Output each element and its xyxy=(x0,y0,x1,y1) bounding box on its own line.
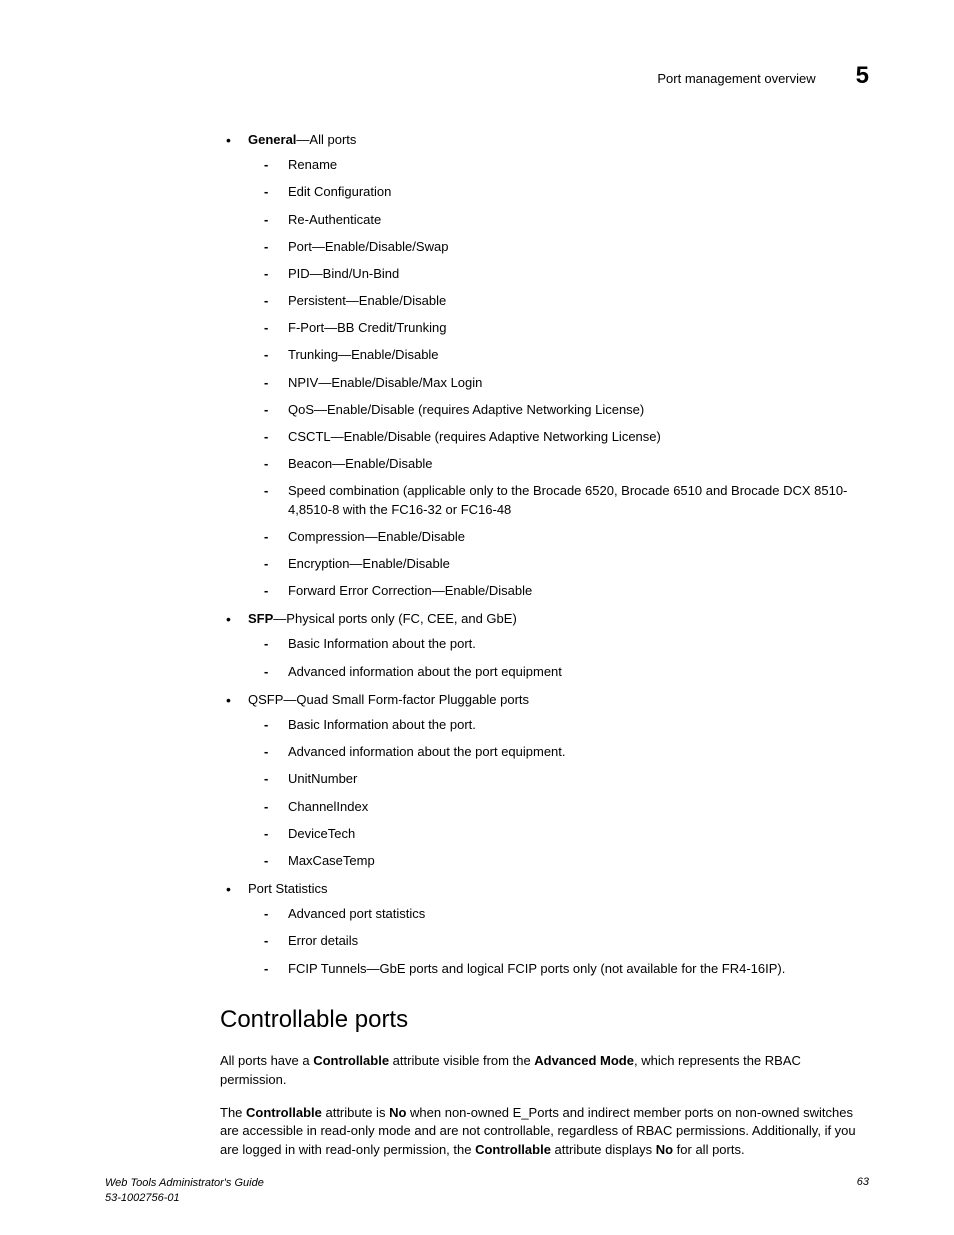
list-item: Beacon—Enable/Disable xyxy=(288,455,869,473)
text-bold: No xyxy=(389,1105,406,1120)
qsfp-sublist: Basic Information about the port. Advanc… xyxy=(248,716,869,870)
list-item: DeviceTech xyxy=(288,825,869,843)
list-item: Basic Information about the port. xyxy=(288,635,869,653)
text-run: attribute visible from the xyxy=(389,1053,534,1068)
list-item: Forward Error Correction—Enable/Disable xyxy=(288,582,869,600)
list-item: NPIV—Enable/Disable/Max Login xyxy=(288,374,869,392)
list-item: Persistent—Enable/Disable xyxy=(288,292,869,310)
footer-doc-number: 53-1002756-01 xyxy=(105,1191,264,1205)
text-run: All ports have a xyxy=(220,1053,313,1068)
list-item: CSCTL—Enable/Disable (requires Adaptive … xyxy=(288,428,869,446)
text-bold: No xyxy=(656,1142,673,1157)
bullet-sfp: SFP—Physical ports only (FC, CEE, and Gb… xyxy=(248,609,869,681)
text-bold: Controllable xyxy=(313,1053,389,1068)
footer-left: Web Tools Administrator's Guide 53-10027… xyxy=(105,1176,264,1205)
footer-guide-title: Web Tools Administrator's Guide xyxy=(105,1176,264,1190)
portstats-sublist: Advanced port statistics Error details F… xyxy=(248,905,869,978)
list-item: Advanced port statistics xyxy=(288,905,869,923)
list-item: MaxCaseTemp xyxy=(288,852,869,870)
list-item: PID—Bind/Un-Bind xyxy=(288,265,869,283)
list-item: QoS—Enable/Disable (requires Adaptive Ne… xyxy=(288,401,869,419)
list-item: Port—Enable/Disable/Swap xyxy=(288,238,869,256)
bullet-general-label: General xyxy=(248,132,296,147)
list-item: Encryption—Enable/Disable xyxy=(288,555,869,573)
list-item: Advanced information about the port equi… xyxy=(288,743,869,761)
text-bold: Controllable xyxy=(246,1105,322,1120)
page-header: Port management overview 5 xyxy=(657,62,869,90)
text-run: attribute is xyxy=(322,1105,389,1120)
paragraph-2: The Controllable attribute is No when no… xyxy=(220,1104,869,1161)
text-run: The xyxy=(220,1105,246,1120)
list-item: UnitNumber xyxy=(288,770,869,788)
footer-page-number: 63 xyxy=(857,1176,869,1205)
page-footer: Web Tools Administrator's Guide 53-10027… xyxy=(105,1176,869,1205)
list-item: Basic Information about the port. xyxy=(288,716,869,734)
list-item: Speed combination (applicable only to th… xyxy=(288,482,869,518)
bullet-portstats-label: Port Statistics xyxy=(248,881,327,896)
paragraph-1: All ports have a Controllable attribute … xyxy=(220,1052,869,1090)
text-bold: Advanced Mode xyxy=(534,1053,634,1068)
text-run: attribute displays xyxy=(551,1142,656,1157)
section-heading: Controllable ports xyxy=(220,1006,869,1034)
list-item: Re-Authenticate xyxy=(288,211,869,229)
page-content: General—All ports Rename Edit Configurat… xyxy=(220,130,869,1174)
bullet-portstats: Port Statistics Advanced port statistics… xyxy=(248,879,869,978)
bullet-sfp-suffix: —Physical ports only (FC, CEE, and GbE) xyxy=(273,611,516,626)
list-item: Rename xyxy=(288,156,869,174)
bullet-general: General—All ports Rename Edit Configurat… xyxy=(248,130,869,600)
list-item: Error details xyxy=(288,932,869,950)
bullet-list-level1: General—All ports Rename Edit Configurat… xyxy=(220,130,869,978)
list-item: ChannelIndex xyxy=(288,798,869,816)
list-item: F-Port—BB Credit/Trunking xyxy=(288,319,869,337)
list-item: FCIP Tunnels—GbE ports and logical FCIP … xyxy=(288,960,869,978)
bullet-qsfp-label: QSFP—Quad Small Form-factor Pluggable po… xyxy=(248,692,529,707)
bullet-qsfp: QSFP—Quad Small Form-factor Pluggable po… xyxy=(248,690,869,870)
chapter-number: 5 xyxy=(856,62,869,90)
sfp-sublist: Basic Information about the port. Advanc… xyxy=(248,635,869,680)
text-bold: Controllable xyxy=(475,1142,551,1157)
list-item: Trunking—Enable/Disable xyxy=(288,346,869,364)
list-item: Edit Configuration xyxy=(288,183,869,201)
list-item: Compression—Enable/Disable xyxy=(288,528,869,546)
section-header-text: Port management overview xyxy=(657,71,815,86)
list-item: Advanced information about the port equi… xyxy=(288,663,869,681)
text-run: for all ports. xyxy=(673,1142,745,1157)
general-sublist: Rename Edit Configuration Re-Authenticat… xyxy=(248,156,869,600)
bullet-general-suffix: —All ports xyxy=(296,132,356,147)
bullet-sfp-label: SFP xyxy=(248,611,273,626)
